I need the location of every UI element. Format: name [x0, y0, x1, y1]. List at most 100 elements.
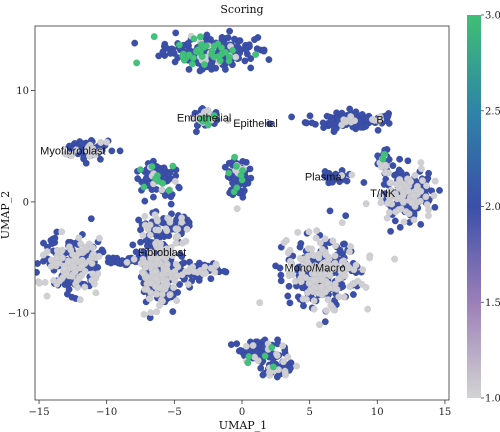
x-axis: −15 −10 −5 0 5 10 15 — [29, 400, 451, 418]
data-point — [339, 240, 347, 248]
data-point — [339, 283, 346, 290]
data-point — [84, 145, 92, 153]
data-point — [364, 305, 372, 313]
x-tick-label: −5 — [167, 407, 182, 418]
data-point — [323, 112, 331, 120]
data-point — [148, 163, 156, 170]
data-point — [131, 39, 139, 47]
data-point — [417, 159, 425, 167]
data-point — [274, 336, 281, 344]
data-point — [226, 27, 234, 35]
data-point — [247, 64, 255, 72]
data-point — [284, 353, 292, 361]
data-point — [153, 308, 161, 316]
data-point — [239, 157, 247, 165]
data-point — [327, 301, 335, 309]
data-point — [224, 116, 232, 124]
y-axis-title: UMAP_2 — [0, 191, 12, 239]
data-point — [140, 183, 148, 191]
chart-title: Scoring — [220, 3, 263, 16]
data-point — [338, 269, 345, 277]
data-point — [430, 192, 438, 200]
data-point — [167, 244, 175, 251]
data-point — [331, 252, 339, 260]
data-point — [150, 33, 158, 40]
data-point — [423, 182, 430, 190]
data-point — [96, 147, 104, 155]
data-point — [222, 48, 229, 56]
data-point — [253, 45, 261, 53]
data-point — [320, 124, 327, 132]
data-point — [400, 218, 408, 226]
data-point — [41, 278, 49, 286]
colorbar-tick-label: 2.0 — [485, 202, 500, 213]
data-point — [246, 165, 254, 173]
data-point — [342, 118, 350, 126]
data-point — [132, 248, 140, 256]
data-point — [297, 278, 305, 285]
data-point — [321, 235, 329, 243]
data-point — [313, 227, 321, 235]
data-point — [347, 113, 355, 120]
data-point — [196, 33, 204, 41]
scatter-points — [35, 27, 443, 381]
data-point — [155, 226, 163, 234]
data-point — [357, 123, 365, 131]
data-point — [220, 267, 228, 275]
data-point — [64, 258, 72, 266]
data-point — [306, 112, 314, 120]
data-point — [425, 206, 432, 214]
data-point — [247, 55, 255, 62]
data-point — [146, 221, 154, 229]
data-point — [282, 237, 290, 244]
data-point — [200, 61, 208, 68]
colorbar-tick-label: 1.0 — [485, 394, 500, 405]
data-point — [158, 290, 166, 298]
data-point — [170, 284, 177, 291]
colorbar — [467, 15, 481, 398]
x-tick-label: −15 — [29, 407, 50, 418]
data-point — [288, 113, 295, 121]
data-point — [167, 200, 175, 208]
data-point — [405, 210, 413, 218]
data-point — [395, 176, 403, 184]
data-point — [136, 166, 144, 174]
data-point — [231, 175, 238, 182]
data-point — [242, 342, 250, 350]
data-point — [299, 284, 306, 292]
data-point — [152, 175, 160, 183]
data-point — [141, 212, 149, 220]
data-point — [325, 255, 333, 263]
data-point — [149, 193, 157, 201]
data-point — [77, 240, 85, 248]
data-point — [399, 192, 407, 200]
data-point — [75, 275, 83, 283]
data-point — [273, 352, 281, 359]
data-point — [202, 42, 210, 50]
data-point — [139, 231, 147, 239]
data-point — [396, 155, 403, 163]
data-point — [225, 169, 233, 177]
data-point — [173, 297, 181, 304]
y-axis: −10 0 10 — [8, 86, 35, 320]
data-point — [184, 281, 192, 288]
data-point — [300, 302, 307, 310]
data-point — [140, 310, 148, 318]
colorbar-ticks: 1.0 1.5 2.0 2.5 3.0 — [481, 11, 500, 405]
data-point — [346, 283, 354, 291]
data-point — [36, 279, 43, 287]
data-point — [268, 344, 276, 351]
data-point — [76, 296, 84, 304]
data-point — [156, 284, 164, 292]
data-point — [218, 44, 225, 52]
data-point — [108, 255, 116, 263]
data-point — [199, 117, 207, 125]
data-point — [81, 283, 89, 291]
cluster-label: B — [376, 115, 383, 127]
data-point — [103, 138, 111, 146]
data-point — [391, 255, 398, 263]
data-point — [147, 309, 155, 316]
data-point — [180, 259, 188, 267]
data-point — [261, 352, 269, 360]
data-point — [167, 193, 175, 201]
